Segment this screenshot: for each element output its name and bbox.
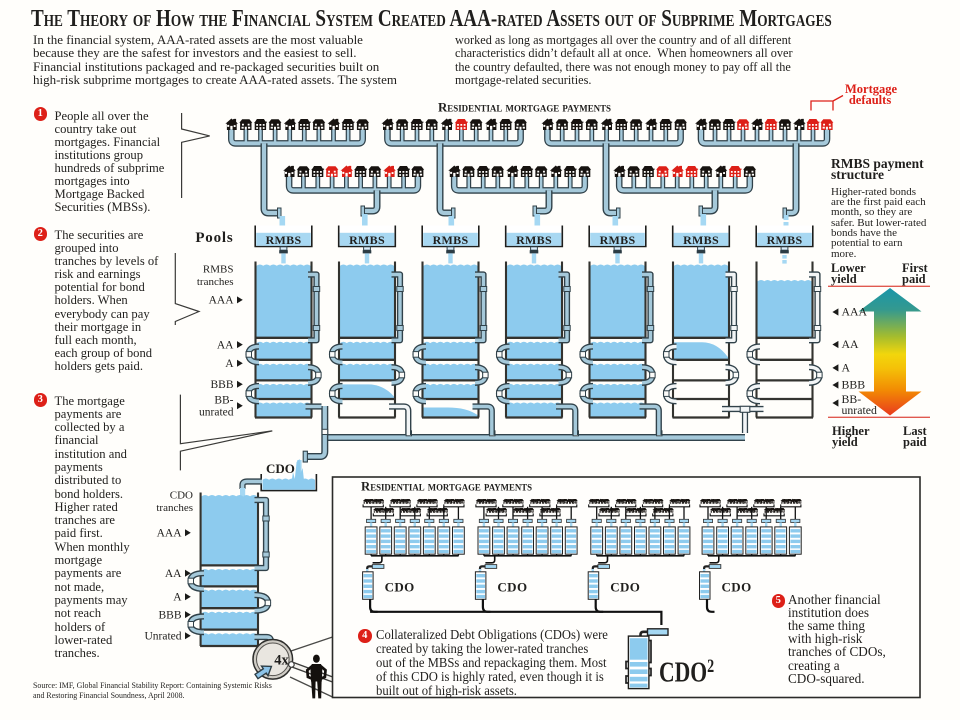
svg-text:BB-: BB-	[214, 395, 233, 407]
svg-text:CDO: CDO	[497, 580, 527, 595]
svg-text:CDO: CDO	[722, 580, 752, 595]
svg-text:BBB: BBB	[842, 378, 866, 392]
svg-text:BBB: BBB	[158, 609, 181, 621]
svg-text:4x: 4x	[274, 653, 289, 669]
svg-text:A: A	[225, 358, 234, 370]
svg-text:A: A	[173, 592, 182, 604]
svg-text:RMBS: RMBS	[767, 233, 803, 247]
svg-text:RMBS: RMBS	[600, 233, 636, 247]
svg-text:AAA: AAA	[157, 528, 183, 540]
svg-text:CDO: CDO	[610, 580, 640, 595]
svg-text:CDO: CDO	[385, 580, 415, 595]
svg-text:CDO: CDO	[266, 461, 295, 476]
svg-text:AA: AA	[842, 337, 860, 351]
svg-text:RMBS: RMBS	[349, 233, 385, 247]
svg-text:tranches: tranches	[156, 502, 193, 514]
svg-text:A: A	[842, 361, 851, 375]
svg-text:unrated: unrated	[199, 407, 234, 419]
svg-text:RMBS: RMBS	[266, 233, 302, 247]
svg-text:AAA: AAA	[842, 305, 868, 319]
svg-text:CDO2: CDO2	[659, 655, 714, 688]
svg-text:Pools: Pools	[195, 230, 233, 246]
svg-text:AAA: AAA	[209, 295, 235, 307]
svg-text:RMBS: RMBS	[433, 233, 469, 247]
svg-text:Unrated: Unrated	[144, 631, 181, 643]
svg-text:RMBS: RMBS	[683, 233, 719, 247]
svg-text:AA: AA	[165, 568, 182, 580]
svg-text:RMBS: RMBS	[203, 264, 234, 276]
svg-text:CDO: CDO	[170, 490, 193, 502]
svg-text:Residential mortgage payments: Residential mortgage payments	[438, 100, 611, 115]
svg-text:AA: AA	[217, 339, 234, 351]
svg-text:BBB: BBB	[210, 379, 233, 391]
svg-text:tranches: tranches	[197, 276, 234, 288]
svg-text:BB-: BB-	[842, 392, 862, 406]
svg-text:unrated: unrated	[842, 403, 877, 417]
svg-text:RMBS: RMBS	[516, 233, 552, 247]
svg-text:Residential mortgage payments: Residential mortgage payments	[361, 479, 532, 494]
